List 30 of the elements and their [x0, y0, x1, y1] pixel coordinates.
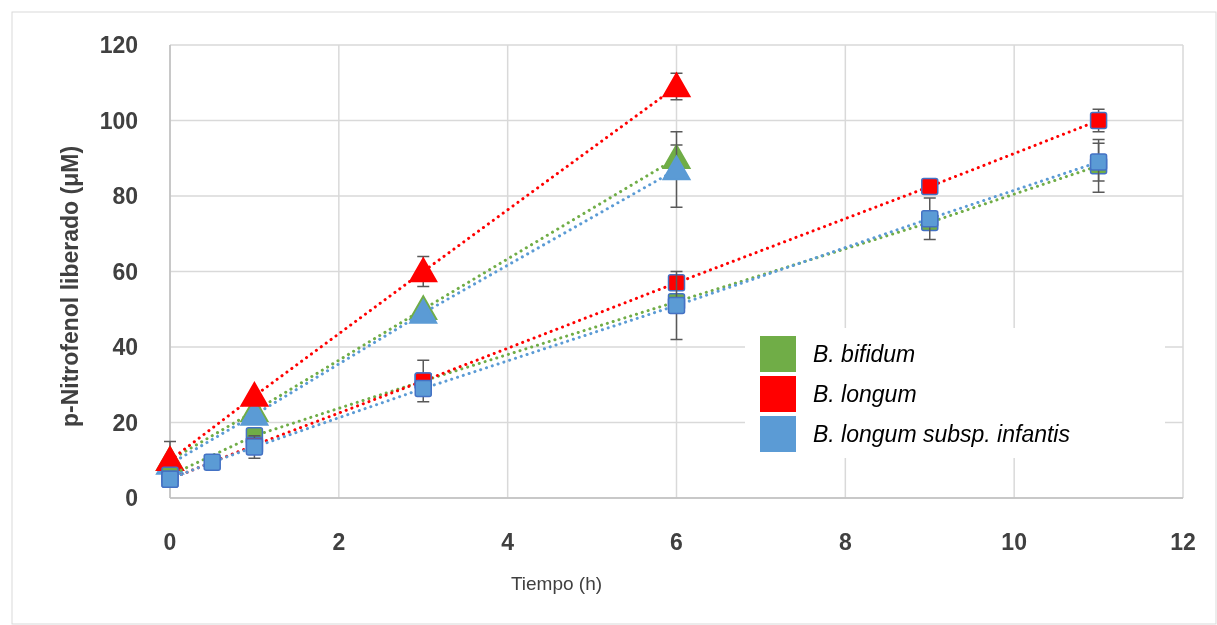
point — [203, 453, 221, 471]
legend-label: B. longum subsp. infantis — [813, 421, 1071, 447]
legend-label: B. bifidum — [813, 341, 916, 367]
x-tick-label: 0 — [163, 529, 177, 555]
x-tick-label: 4 — [501, 529, 515, 555]
point — [240, 382, 269, 407]
y-tick-label: 40 — [112, 334, 138, 360]
point — [921, 209, 939, 228]
x-tick-label: 2 — [332, 529, 346, 555]
y-tick-label: 80 — [112, 183, 138, 209]
point — [662, 155, 691, 181]
x-tick-label: 6 — [670, 529, 683, 555]
x-tick-label: 12 — [1170, 529, 1196, 555]
x-tick-label: 10 — [1001, 529, 1027, 555]
y-tick-label: 0 — [125, 485, 138, 511]
y-tick-label: 100 — [99, 107, 138, 134]
point — [409, 257, 438, 283]
y-axis-title: p-Nitrofenol liberado (μM) — [57, 145, 83, 428]
x-axis-title: Tiempo (h) — [510, 573, 603, 594]
point — [667, 296, 686, 315]
legend-label: B. longum — [813, 381, 917, 407]
point — [667, 274, 686, 292]
y-tick-label: 20 — [112, 409, 138, 436]
y-tick-label: 60 — [112, 258, 138, 285]
point — [662, 72, 691, 98]
point — [921, 177, 939, 196]
point — [414, 379, 432, 398]
y-tick-label: 120 — [99, 32, 138, 58]
point — [1089, 153, 1108, 171]
x-tick-label: 8 — [838, 529, 852, 555]
